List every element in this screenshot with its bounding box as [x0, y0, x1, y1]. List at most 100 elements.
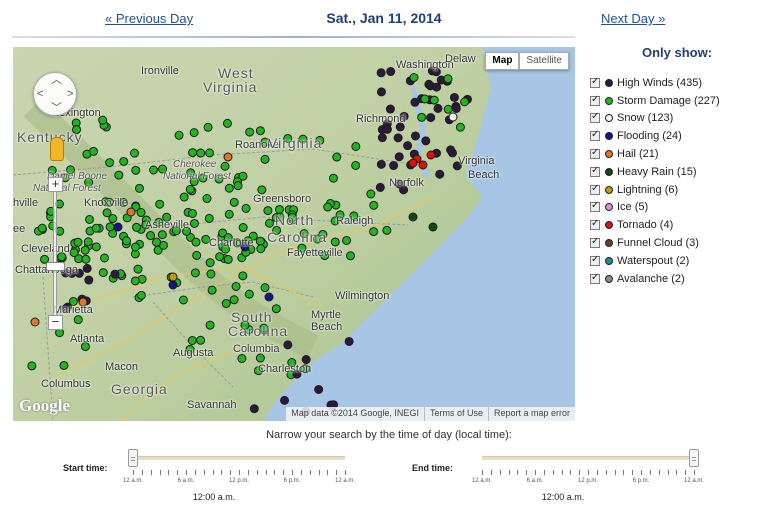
report-marker[interactable] — [366, 189, 376, 199]
report-marker[interactable] — [283, 133, 293, 143]
report-marker[interactable] — [231, 281, 241, 291]
report-marker[interactable] — [369, 227, 379, 237]
report-marker[interactable] — [369, 200, 379, 210]
previous-day-link[interactable]: « Previous Day — [105, 11, 194, 26]
report-marker[interactable] — [104, 197, 114, 207]
report-marker[interactable] — [329, 173, 339, 183]
report-marker[interactable] — [152, 237, 162, 247]
report-marker[interactable] — [91, 223, 101, 233]
filter-item[interactable]: Lightning (6) — [590, 181, 760, 199]
report-marker[interactable] — [130, 276, 140, 286]
report-marker[interactable] — [190, 268, 200, 278]
filter-checkbox[interactable] — [590, 111, 600, 124]
report-marker[interactable] — [168, 272, 178, 282]
report-marker[interactable] — [301, 355, 311, 365]
report-marker[interactable] — [179, 192, 189, 202]
filter-checkbox[interactable] — [590, 94, 600, 106]
next-day-link[interactable]: Next Day » — [601, 11, 666, 26]
report-marker[interactable] — [420, 94, 430, 104]
report-marker[interactable] — [260, 283, 270, 293]
report-marker[interactable] — [132, 222, 142, 232]
report-marker[interactable] — [241, 203, 251, 213]
report-marker[interactable] — [129, 148, 139, 158]
report-marker[interactable] — [136, 290, 146, 300]
time-slider-track[interactable] — [133, 456, 345, 460]
report-marker[interactable] — [443, 74, 453, 84]
report-marker[interactable] — [81, 254, 91, 264]
report-marker[interactable] — [203, 122, 213, 132]
report-marker[interactable] — [287, 212, 297, 222]
report-marker[interactable] — [158, 164, 168, 174]
report-markers[interactable] — [13, 47, 575, 421]
filter-item[interactable]: Snow (123) — [590, 110, 760, 128]
report-marker[interactable] — [189, 128, 199, 138]
report-marker[interactable] — [399, 111, 409, 121]
report-marker[interactable] — [256, 244, 266, 254]
report-marker[interactable] — [433, 103, 443, 113]
filter-item[interactable]: Waterspout (2) — [590, 252, 760, 270]
report-marker[interactable] — [68, 296, 78, 306]
report-marker[interactable] — [121, 236, 131, 246]
report-marker[interactable] — [386, 67, 396, 77]
report-marker[interactable] — [351, 141, 361, 151]
terms-of-use-link[interactable]: Terms of Use — [423, 407, 488, 421]
report-marker[interactable] — [299, 229, 309, 239]
report-marker[interactable] — [72, 125, 82, 135]
report-marker[interactable] — [198, 173, 208, 183]
report-marker[interactable] — [61, 268, 71, 278]
report-marker[interactable] — [98, 115, 108, 125]
report-marker[interactable] — [100, 253, 110, 263]
report-marker[interactable] — [206, 269, 216, 279]
report-marker[interactable] — [146, 231, 156, 241]
report-marker[interactable] — [73, 237, 83, 247]
report-marker[interactable] — [238, 171, 248, 181]
filter-checkbox[interactable] — [590, 254, 600, 266]
report-marker[interactable] — [114, 170, 124, 180]
zoom-out-button[interactable]: − — [48, 315, 63, 330]
report-marker[interactable] — [185, 344, 195, 354]
report-marker[interactable] — [178, 295, 188, 305]
filter-item[interactable]: Heavy Rain (15) — [590, 163, 760, 181]
report-marker[interactable] — [255, 126, 265, 136]
filter-checkbox[interactable] — [590, 147, 600, 160]
report-marker[interactable] — [287, 358, 297, 368]
report-marker[interactable] — [223, 152, 233, 162]
report-marker[interactable] — [300, 364, 310, 374]
report-marker[interactable] — [91, 242, 101, 252]
report-marker[interactable] — [399, 185, 409, 195]
report-marker[interactable] — [113, 222, 123, 232]
report-marker[interactable] — [136, 208, 146, 218]
report-marker[interactable] — [188, 148, 198, 158]
report-marker[interactable] — [69, 248, 79, 258]
report-marker[interactable] — [229, 295, 239, 305]
report-marker[interactable] — [240, 242, 250, 252]
report-marker[interactable] — [408, 212, 418, 222]
report-marker[interactable] — [105, 158, 115, 168]
report-marker[interactable] — [349, 211, 359, 221]
report-marker[interactable] — [376, 87, 386, 97]
report-marker[interactable] — [448, 112, 458, 122]
report-marker[interactable] — [182, 226, 192, 236]
report-marker[interactable] — [205, 148, 215, 158]
report-marker[interactable] — [318, 229, 328, 239]
report-marker[interactable] — [155, 199, 165, 209]
report-marker[interactable] — [382, 124, 392, 134]
report-marker[interactable] — [105, 222, 115, 232]
report-marker[interactable] — [189, 218, 199, 228]
report-marker[interactable] — [395, 122, 405, 132]
filter-checkbox[interactable] — [590, 218, 600, 231]
report-marker[interactable] — [408, 158, 418, 168]
filter-checkbox[interactable] — [590, 183, 600, 195]
report-marker[interactable] — [346, 251, 356, 261]
filter-checkbox[interactable] — [590, 165, 600, 177]
report-marker[interactable] — [264, 292, 274, 302]
report-marker[interactable] — [57, 252, 67, 262]
report-marker[interactable] — [108, 214, 118, 224]
report-marker[interactable] — [205, 320, 215, 330]
report-marker[interactable] — [224, 183, 234, 193]
report-marker[interactable] — [421, 136, 431, 146]
report-marker[interactable] — [330, 237, 340, 247]
filter-item[interactable]: Ice (5) — [590, 199, 760, 217]
report-marker[interactable] — [174, 130, 184, 140]
report-marker[interactable] — [157, 230, 167, 240]
